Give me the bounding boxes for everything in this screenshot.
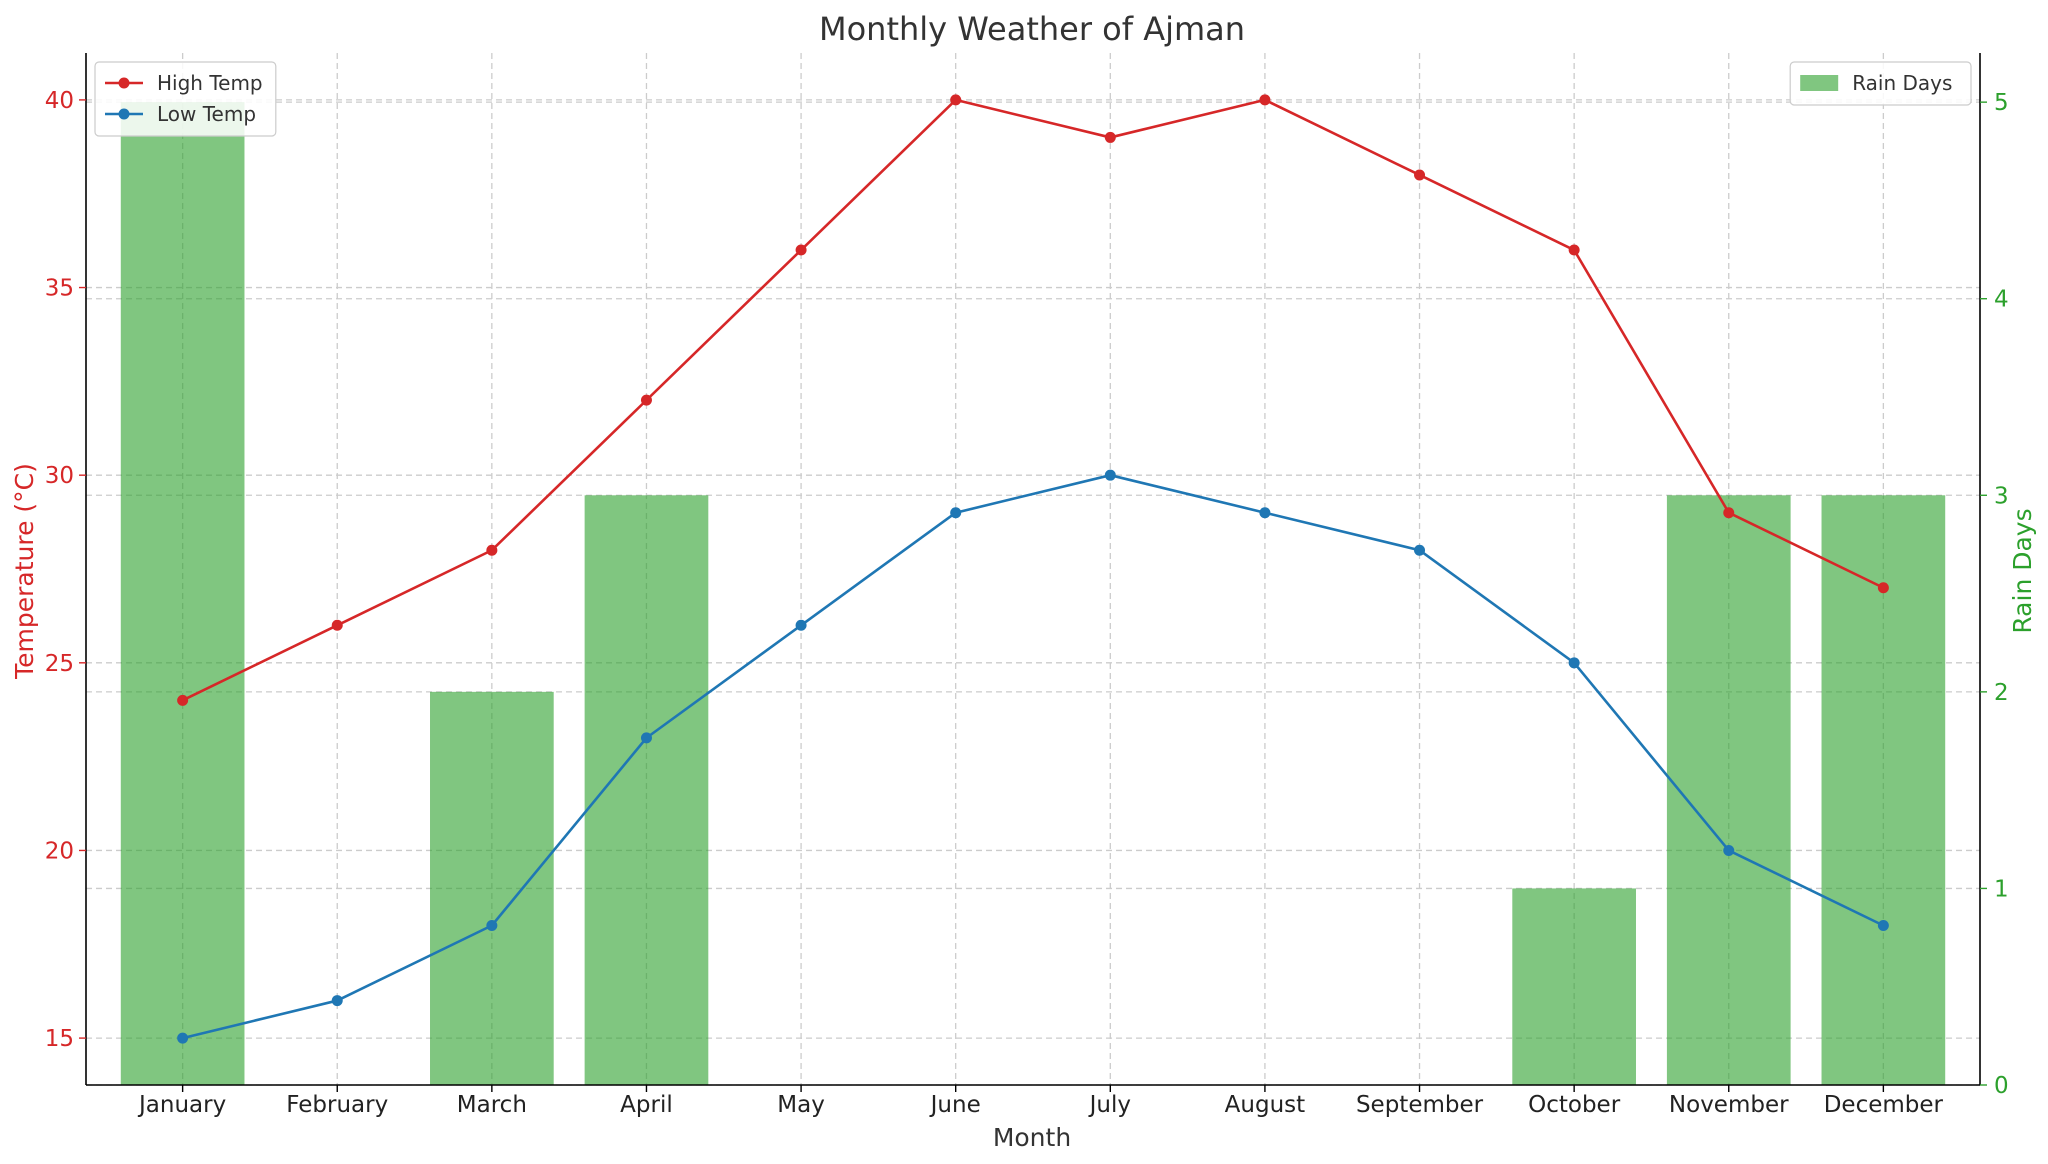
x-tick-label: January [137, 1092, 226, 1118]
x-tick-label: November [1669, 1092, 1789, 1118]
legend-label: High Temp [157, 71, 263, 95]
series-point-high-temp [950, 94, 962, 106]
y-axis-right-title: Rain Days [2008, 508, 2037, 633]
legend-bar-swatch [1800, 75, 1839, 91]
y-right-tick-label: 2 [1994, 680, 2009, 706]
series-point-low-temp [1568, 657, 1580, 669]
rain-days-bar [1666, 495, 1791, 1085]
series-line-high-temp [182, 98, 1884, 702]
legends: High Temp Low Temp Rain Days [94, 61, 1972, 137]
series-point-high-temp [486, 544, 498, 556]
rain-days-bar [584, 495, 709, 1085]
x-tick-label: August [1225, 1092, 1306, 1118]
chart-title: Monthly Weather of Ajman [819, 10, 1245, 48]
axes: January February March April May June July Augu… [45, 53, 2009, 1118]
y-right-tick-label: 4 [1994, 287, 2009, 313]
rain-days-bar [120, 102, 245, 1085]
series-point-high-temp [640, 394, 652, 406]
series-point-low-temp [331, 995, 343, 1007]
rain-days-bar [1512, 888, 1636, 1085]
legend-marker [118, 108, 130, 120]
series-point-low-temp [1877, 920, 1889, 932]
series-point-high-temp [1104, 131, 1116, 143]
y-left-tick-label: 20 [45, 838, 74, 864]
x-tick-label: June [929, 1092, 981, 1118]
y-left-tick-label: 15 [45, 1026, 74, 1052]
y-left-tick-label: 40 [45, 88, 74, 114]
x-tick-label: March [457, 1092, 527, 1118]
series-point-low-temp [1104, 469, 1116, 481]
y-left-tick-label: 30 [45, 463, 74, 489]
series-point-high-temp [1723, 507, 1735, 519]
y-left-tick-label: 25 [45, 651, 74, 677]
x-tick-label: July [1088, 1092, 1131, 1118]
x-axis-title: Month [993, 1123, 1071, 1152]
series-point-low-temp [1414, 544, 1426, 556]
series-point-high-temp [1414, 169, 1426, 181]
y-right-tick-label: 1 [1994, 876, 2009, 902]
rain-days-bar [430, 691, 554, 1085]
rain-days-bar [1821, 495, 1946, 1085]
series-point-high-temp [1259, 94, 1271, 106]
x-tick-label: October [1528, 1092, 1621, 1118]
series-point-low-temp [795, 619, 807, 631]
series-point-high-temp [1568, 244, 1580, 256]
x-tick-label: September [1356, 1092, 1484, 1118]
y-right-tick-label: 5 [1994, 90, 2009, 116]
rain-days-bars [120, 102, 1946, 1085]
legend-box [1789, 61, 1972, 106]
series-point-low-temp [950, 507, 962, 519]
y-left-tick-label: 35 [45, 276, 74, 302]
legend-label: Low Temp [157, 102, 256, 126]
y-axis-left-title: Temperature (°C) [10, 463, 39, 680]
series-line-low-temp [182, 473, 1884, 1040]
series-point-high-temp [1877, 582, 1889, 594]
series-point-low-temp [486, 920, 498, 932]
series-point-high-temp [795, 244, 807, 256]
series-point-low-temp [640, 732, 652, 744]
grid [86, 53, 1980, 1086]
legend-box [94, 61, 277, 137]
x-tick-label: May [777, 1092, 825, 1118]
series-point-high-temp [177, 694, 189, 706]
y-right-tick-label: 0 [1994, 1073, 2009, 1099]
legend-marker [118, 77, 130, 89]
temperature-lines [177, 94, 1889, 1044]
x-tick-label: December [1824, 1092, 1944, 1118]
x-tick-label: February [286, 1092, 388, 1118]
series-point-low-temp [177, 1032, 189, 1044]
y-right-tick-label: 3 [1994, 483, 2009, 509]
series-point-low-temp [1723, 844, 1735, 856]
x-tick-label: April [620, 1092, 673, 1118]
legend-label: Rain Days [1852, 71, 1952, 95]
series-point-high-temp [331, 619, 343, 631]
series-point-low-temp [1259, 507, 1271, 519]
